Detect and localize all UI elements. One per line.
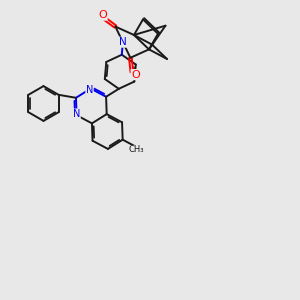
Text: N: N [73, 109, 80, 119]
Text: O: O [131, 70, 140, 80]
Text: N: N [86, 85, 93, 95]
Text: CH₃: CH₃ [129, 146, 144, 154]
Text: N: N [119, 37, 127, 47]
Text: O: O [98, 10, 107, 20]
